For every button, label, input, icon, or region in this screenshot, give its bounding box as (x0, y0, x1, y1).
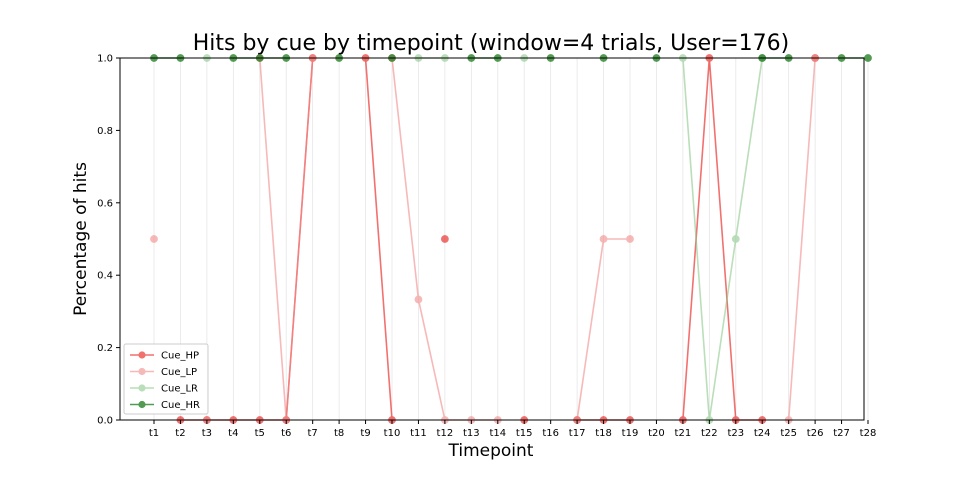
x-tick-label: t5 (255, 428, 265, 439)
legend-label: Cue_HR (161, 400, 200, 411)
x-tick-label: t11 (410, 428, 427, 439)
x-tick-label: t8 (334, 428, 344, 439)
legend-item (130, 367, 154, 376)
legend-item (130, 384, 154, 392)
data-point (150, 235, 158, 243)
x-tick-label: t20 (648, 428, 665, 439)
data-point (864, 54, 872, 62)
series-line (787, 57, 816, 421)
x-tick-label: t25 (780, 428, 797, 439)
legend: Cue_HP Cue_LP Cue_LR Cue_HR (123, 343, 209, 415)
y-axis-label: Percentage of hits (71, 162, 91, 316)
series-Cue_LP (150, 54, 820, 424)
x-axis-label: Timepoint (448, 441, 534, 461)
legend-item (130, 351, 154, 359)
chart-title: Hits by cue by timepoint (window=4 trial… (193, 31, 790, 56)
data-point (626, 235, 634, 243)
legend-marker (138, 384, 146, 392)
x-tick-label: t28 (860, 428, 877, 439)
series-line (682, 57, 764, 421)
y-tick-label: 0.2 (97, 343, 113, 354)
series-line (364, 57, 393, 421)
y-tick-label: 0.0 (97, 416, 113, 427)
legend-marker (138, 351, 146, 359)
x-tick-label: t6 (281, 428, 291, 439)
x-tick-label: t4 (228, 428, 238, 439)
data-point (414, 295, 423, 304)
y-tick-label: 1.0 (97, 54, 113, 65)
x-tick-label: t15 (516, 428, 533, 439)
legend-marker (138, 400, 146, 409)
x-tick-label: t19 (622, 428, 639, 439)
x-tick-label: t18 (595, 428, 612, 439)
legend-label: Cue_LP (161, 367, 197, 378)
x-tick-label: t9 (360, 428, 370, 439)
x-tick-label: t3 (202, 428, 212, 439)
x-tick-label: t14 (489, 428, 506, 439)
x-tick-label: t27 (833, 428, 850, 439)
legend-label: Cue_LR (161, 384, 198, 395)
x-tick-label: t1 (149, 428, 159, 439)
data-point (440, 235, 449, 243)
x-tick-label: t16 (542, 428, 559, 439)
series-line (682, 57, 763, 421)
y-tick-label: 0.6 (97, 198, 113, 209)
plot-frame (119, 57, 865, 421)
legend-box (123, 343, 209, 415)
grid-lines (153, 58, 869, 420)
x-tick-label: t23 (727, 428, 744, 439)
x-tick-label: t2 (175, 428, 185, 439)
x-tick-label: t22 (701, 428, 718, 439)
axis-ticks: t1 t2 t3 t4 t5 t6 t7 t8 t9 t10 t11 t12 t13 t14 t15 t16 t… (97, 54, 876, 440)
x-tick-label: t24 (754, 428, 771, 439)
series-lines (150, 54, 872, 424)
data-point (599, 235, 608, 243)
x-tick-label: t21 (675, 428, 692, 439)
legend-label: Cue_HP (161, 351, 199, 362)
x-tick-label: t12 (437, 428, 454, 439)
y-tick-label: 0.8 (97, 126, 113, 137)
y-tick-label: 0.4 (97, 271, 113, 282)
x-tick-label: t26 (807, 428, 824, 439)
legend-marker (138, 367, 146, 376)
x-tick-label: t10 (384, 428, 401, 439)
series-Cue_LR (202, 54, 767, 424)
data-point (731, 235, 740, 243)
x-tick-label: t13 (463, 428, 480, 439)
x-tick-label: t7 (308, 428, 318, 439)
legend-item (130, 400, 154, 409)
x-tick-label: t17 (569, 428, 586, 439)
